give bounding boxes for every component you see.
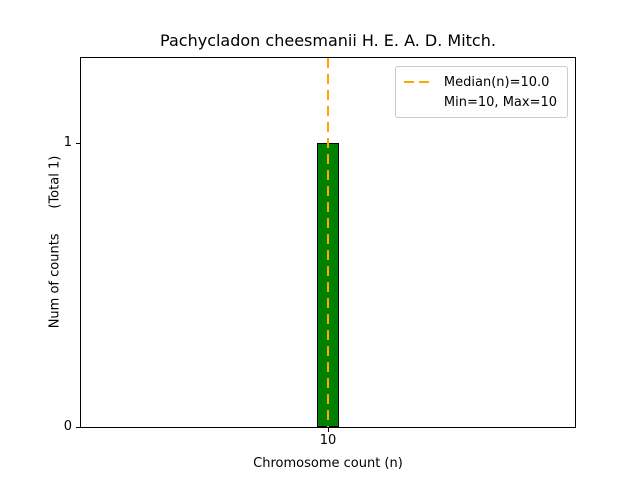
y-tick-label-0: 0 xyxy=(63,419,72,434)
y-tick-label-1: 1 xyxy=(63,135,72,150)
legend-entry-minmax: Min=10, Max=10 xyxy=(404,92,557,112)
median-dashed-line-icon xyxy=(403,81,434,83)
x-tick-mark-10 xyxy=(328,428,329,432)
chart-title: Pachycladon cheesmanii H. E. A. D. Mitch… xyxy=(160,31,496,50)
legend-label-median: Median(n)=10.0 xyxy=(443,74,550,90)
legend-label-minmax: Min=10, Max=10 xyxy=(443,94,557,110)
y-tick-mark-1 xyxy=(76,143,80,144)
y-axis-label: Num of counts (Total 1) xyxy=(47,155,63,329)
x-tick-label-10: 10 xyxy=(319,433,337,448)
median-line xyxy=(327,58,329,427)
legend-spacer xyxy=(404,101,434,103)
legend: Median(n)=10.0 Min=10, Max=10 xyxy=(394,66,568,118)
x-axis-label: Chromosome count (n) xyxy=(253,456,403,471)
plot-area: Median(n)=10.0 Min=10, Max=10 xyxy=(80,57,576,428)
y-tick-mark-0 xyxy=(76,427,80,428)
legend-entry-median: Median(n)=10.0 xyxy=(403,72,557,92)
